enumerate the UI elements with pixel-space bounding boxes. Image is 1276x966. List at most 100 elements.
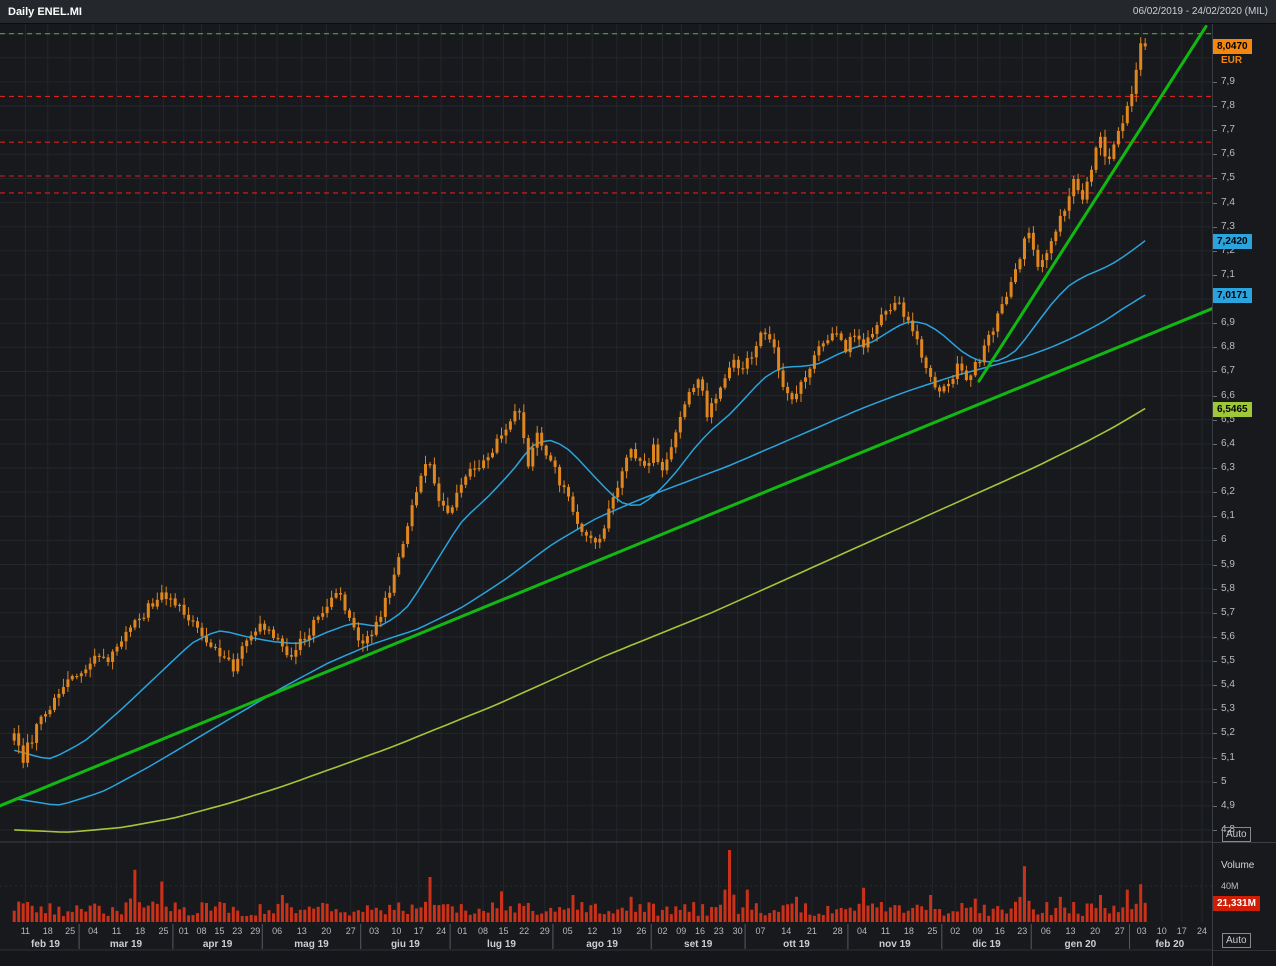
title-bar: Daily ENEL.MI 06/02/2019 - 24/02/2020 (M… xyxy=(0,0,1276,24)
svg-text:10: 10 xyxy=(1157,926,1167,936)
svg-text:16: 16 xyxy=(695,926,705,936)
last-price-badge: 8,0470 xyxy=(1213,39,1252,54)
y-axis-label: 5,2 xyxy=(1213,727,1235,738)
axis-bottom-divider xyxy=(1213,950,1276,966)
y-axis-label: 5,6 xyxy=(1213,631,1235,642)
y-axis-label: 5,9 xyxy=(1213,559,1235,570)
svg-text:gen 20: gen 20 xyxy=(1065,939,1097,950)
svg-text:01: 01 xyxy=(179,926,189,936)
horizontal-level-lines[interactable] xyxy=(0,33,1212,194)
y-axis-label: 7,4 xyxy=(1213,197,1235,208)
y-axis-label: 7,2 xyxy=(1213,245,1235,256)
svg-text:29: 29 xyxy=(250,926,260,936)
y-axis-label: 5,7 xyxy=(1213,607,1235,618)
svg-text:06: 06 xyxy=(272,926,282,936)
svg-text:01: 01 xyxy=(457,926,467,936)
svg-text:22: 22 xyxy=(519,926,529,936)
svg-text:giu 19: giu 19 xyxy=(391,939,420,950)
y-axis-label: 4,8 xyxy=(1213,824,1235,835)
trendline-steep[interactable] xyxy=(977,24,1208,383)
svg-text:10: 10 xyxy=(391,926,401,936)
y-axis-label: 5,5 xyxy=(1213,655,1235,666)
y-axis-label: 7,8 xyxy=(1213,100,1235,111)
y-axis-label: 6,5 xyxy=(1213,414,1235,425)
grid-layer xyxy=(0,24,1212,922)
y-axis-label: 4,9 xyxy=(1213,800,1235,811)
y-axis-label: 6,4 xyxy=(1213,438,1235,449)
svg-text:dic 19: dic 19 xyxy=(972,939,1001,950)
date-range-label: 06/02/2019 - 24/02/2020 (MIL) xyxy=(1132,6,1268,17)
svg-text:02: 02 xyxy=(657,926,667,936)
svg-text:feb 20: feb 20 xyxy=(1155,939,1184,950)
trendline-main[interactable] xyxy=(0,307,1212,808)
svg-text:25: 25 xyxy=(927,926,937,936)
svg-text:24: 24 xyxy=(436,926,446,936)
y-axis-label: 7,6 xyxy=(1213,148,1235,159)
price-chart-svg[interactable]: 11 18 25 04 11 18 25 01 08 15 23 29 06 13 20 27 03 10 17 24… xyxy=(0,24,1212,966)
y-axis-label: 7,5 xyxy=(1213,172,1235,183)
svg-text:20: 20 xyxy=(321,926,331,936)
svg-text:09: 09 xyxy=(973,926,983,936)
svg-text:20: 20 xyxy=(1090,926,1100,936)
volume-title: Volume xyxy=(1221,860,1255,871)
svg-text:23: 23 xyxy=(1017,926,1027,936)
price-axis[interactable]: 4,8 4,9 5 5,1 5,2 5,3 5,4 5,5 5,6 5,7 5,8 5,9 6 6,1 6,… xyxy=(1212,24,1276,966)
y-axis-label: 6,1 xyxy=(1213,510,1235,521)
svg-text:25: 25 xyxy=(65,926,75,936)
volume-scale-auto-button[interactable]: Auto xyxy=(1222,933,1251,948)
ma-long-badge: 6,5465 xyxy=(1213,402,1252,417)
svg-text:18: 18 xyxy=(43,926,53,936)
svg-text:feb 19: feb 19 xyxy=(31,939,60,950)
svg-text:14: 14 xyxy=(781,926,791,936)
x-axis-labels: 11 18 25 04 11 18 25 01 08 15 23 29 06 13 20 27 03 10 17 24… xyxy=(21,924,1207,950)
svg-text:27: 27 xyxy=(1115,926,1125,936)
svg-text:08: 08 xyxy=(478,926,488,936)
ma-fast-badge: 7,2420 xyxy=(1213,234,1252,249)
y-axis-label: 5 xyxy=(1213,776,1227,787)
svg-text:mar 19: mar 19 xyxy=(110,939,143,950)
svg-text:ago 19: ago 19 xyxy=(586,939,618,950)
y-axis-label: 5,8 xyxy=(1213,583,1235,594)
svg-text:ott 19: ott 19 xyxy=(783,939,810,950)
svg-text:07: 07 xyxy=(755,926,765,936)
svg-text:12: 12 xyxy=(587,926,597,936)
y-axis-label: 6 xyxy=(1213,534,1227,545)
svg-text:19: 19 xyxy=(612,926,622,936)
svg-text:18: 18 xyxy=(135,926,145,936)
price-scale-auto-button[interactable]: Auto xyxy=(1222,827,1251,842)
svg-text:16: 16 xyxy=(995,926,1005,936)
svg-text:23: 23 xyxy=(714,926,724,936)
svg-text:23: 23 xyxy=(232,926,242,936)
y-axis-label: 6,9 xyxy=(1213,317,1235,328)
svg-text:25: 25 xyxy=(158,926,168,936)
y-axis-label: 6,7 xyxy=(1213,365,1235,376)
svg-text:03: 03 xyxy=(369,926,379,936)
svg-text:05: 05 xyxy=(563,926,573,936)
svg-text:17: 17 xyxy=(1177,926,1187,936)
svg-text:11: 11 xyxy=(21,926,30,936)
svg-text:27: 27 xyxy=(346,926,356,936)
chart-title: Daily ENEL.MI xyxy=(8,5,82,18)
svg-text:nov 19: nov 19 xyxy=(879,939,911,950)
svg-text:11: 11 xyxy=(881,926,890,936)
currency-label: EUR xyxy=(1221,55,1243,66)
svg-text:09: 09 xyxy=(676,926,686,936)
svg-text:04: 04 xyxy=(88,926,98,936)
y-axis-label: 7,1 xyxy=(1213,269,1235,280)
svg-text:04: 04 xyxy=(857,926,867,936)
y-axis-label: 6,2 xyxy=(1213,486,1235,497)
svg-text:28: 28 xyxy=(833,926,843,936)
volume-series xyxy=(12,850,1147,923)
svg-text:29: 29 xyxy=(540,926,550,936)
y-axis-label: 5,1 xyxy=(1213,752,1235,763)
y-axis-label: 7,9 xyxy=(1213,76,1235,87)
svg-text:11: 11 xyxy=(112,926,121,936)
svg-text:13: 13 xyxy=(297,926,307,936)
svg-text:21: 21 xyxy=(807,926,817,936)
y-axis-label: 5,3 xyxy=(1213,703,1235,714)
svg-text:26: 26 xyxy=(636,926,646,936)
svg-text:06: 06 xyxy=(1041,926,1051,936)
svg-text:30: 30 xyxy=(733,926,743,936)
svg-text:17: 17 xyxy=(414,926,424,936)
y-axis-label: 5,4 xyxy=(1213,679,1235,690)
